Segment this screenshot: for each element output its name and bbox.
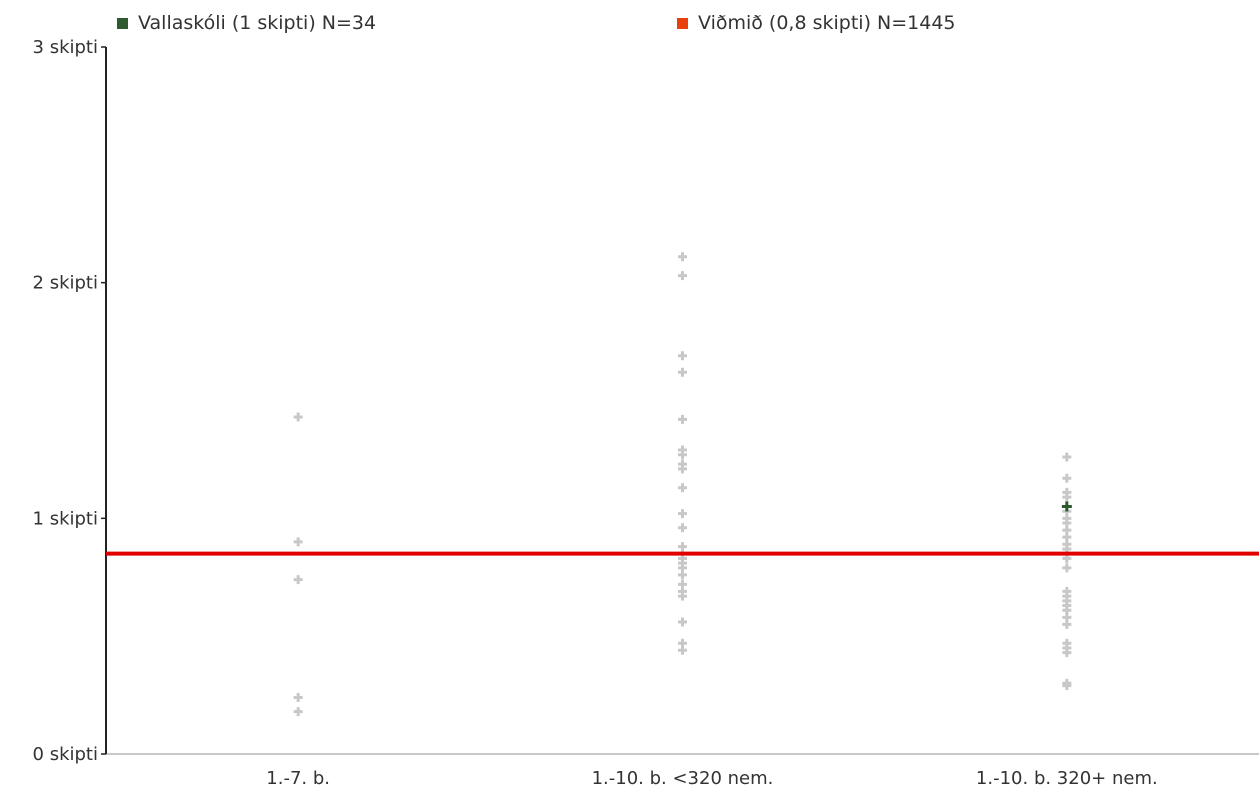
legend-label-vallaskoli: Vallaskóli (1 skipti) N=34 xyxy=(138,12,377,34)
data-point xyxy=(678,252,687,262)
data-point xyxy=(1062,487,1072,497)
data-point xyxy=(293,412,303,422)
data-point xyxy=(678,586,687,596)
data-point xyxy=(678,450,687,460)
data-point xyxy=(1062,518,1072,528)
data-point xyxy=(1062,525,1072,535)
data-point xyxy=(1062,544,1072,554)
data-point xyxy=(678,645,687,655)
data-point xyxy=(1062,638,1072,648)
data-point xyxy=(1062,591,1072,601)
data-point xyxy=(293,707,303,717)
data-point xyxy=(1062,619,1072,629)
data-point xyxy=(1062,586,1072,596)
data-point xyxy=(1062,539,1072,549)
legend-swatch-vidmid xyxy=(677,17,688,29)
data-point xyxy=(678,523,687,533)
data-point xyxy=(1062,643,1072,653)
data-point xyxy=(678,509,687,519)
data-point xyxy=(1062,648,1072,658)
data-point xyxy=(678,558,687,568)
data-point xyxy=(678,459,687,469)
x-tick-label: 1.-10. b. <320 nem. xyxy=(592,768,774,789)
data-point xyxy=(1062,452,1072,462)
data-point xyxy=(678,579,687,589)
data-point xyxy=(293,575,303,585)
legend-swatch-vallaskoli xyxy=(117,17,128,29)
legend-item-vallaskoli: Vallaskóli (1 skipti) N=34 xyxy=(117,10,376,36)
legend-label-vidmid: Viðmið (0,8 skipti) N=1445 xyxy=(698,12,956,34)
data-point xyxy=(678,542,687,552)
x-tick-label: 1.-10. b. 320+ nem. xyxy=(976,768,1158,789)
data-point xyxy=(678,483,687,493)
data-point xyxy=(678,638,687,648)
y-tick-label: 0 skipti xyxy=(33,744,98,765)
data-point xyxy=(1062,563,1072,573)
data-point xyxy=(678,617,687,627)
data-point xyxy=(1062,532,1072,542)
data-point xyxy=(1062,492,1072,502)
data-point xyxy=(678,414,687,424)
data-point xyxy=(1062,681,1072,691)
y-tick-label: 1 skipti xyxy=(33,508,98,529)
data-point xyxy=(678,271,687,281)
data-point xyxy=(293,692,303,702)
data-point xyxy=(678,570,687,580)
y-tick-label: 2 skipti xyxy=(33,273,98,294)
data-point xyxy=(1062,612,1072,622)
data-point xyxy=(678,351,687,361)
data-point xyxy=(1062,513,1072,523)
x-tick-label: 1.-7. b. xyxy=(266,768,330,789)
legend-item-vidmid: Viðmið (0,8 skipti) N=1445 xyxy=(677,10,956,36)
data-point xyxy=(1062,553,1072,563)
data-point xyxy=(678,563,687,573)
data-point xyxy=(1062,601,1072,611)
data-point xyxy=(1062,473,1072,483)
data-point xyxy=(678,553,687,563)
highlight-point xyxy=(1061,501,1072,512)
data-point xyxy=(1062,596,1072,606)
y-tick-label: 3 skipti xyxy=(33,37,98,58)
data-point xyxy=(678,591,687,601)
data-point xyxy=(293,537,303,547)
data-point xyxy=(1062,605,1072,615)
plot-area: 0 skipti 1 skipti 2 skipti 3 skipti 1.-7. b.… xyxy=(33,37,1259,789)
data-point xyxy=(678,464,687,474)
data-point xyxy=(678,367,687,377)
data-point xyxy=(678,445,687,455)
